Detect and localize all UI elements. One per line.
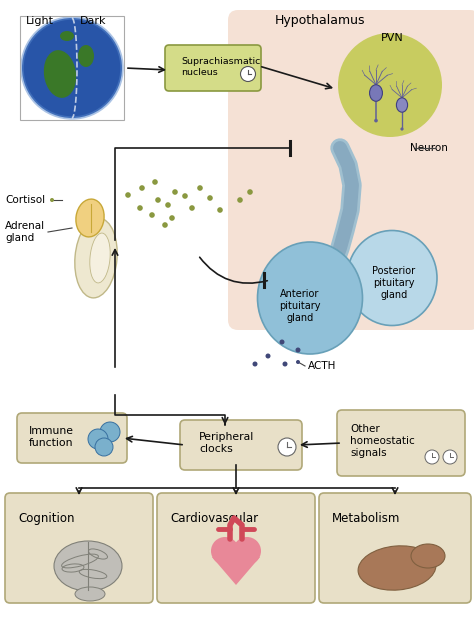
FancyBboxPatch shape <box>337 410 465 476</box>
Circle shape <box>100 422 120 442</box>
FancyBboxPatch shape <box>319 493 471 603</box>
Text: Anterior
pituitary
gland: Anterior pituitary gland <box>279 290 321 322</box>
Circle shape <box>50 198 54 202</box>
Text: Neuron: Neuron <box>410 143 448 153</box>
Text: Dark: Dark <box>80 16 107 26</box>
Ellipse shape <box>411 544 445 568</box>
Circle shape <box>443 450 457 464</box>
FancyBboxPatch shape <box>228 10 474 330</box>
Circle shape <box>125 192 131 198</box>
Circle shape <box>139 185 145 191</box>
Text: Other
homeostatic
signals: Other homeostatic signals <box>350 425 415 458</box>
Ellipse shape <box>75 218 117 298</box>
Circle shape <box>155 197 161 203</box>
Circle shape <box>247 189 253 195</box>
Text: Adrenal
gland: Adrenal gland <box>5 221 45 243</box>
FancyBboxPatch shape <box>165 45 261 91</box>
Ellipse shape <box>75 587 105 601</box>
Circle shape <box>169 215 175 221</box>
Circle shape <box>137 205 143 211</box>
Circle shape <box>401 127 403 131</box>
FancyBboxPatch shape <box>5 493 153 603</box>
Ellipse shape <box>54 541 122 591</box>
Circle shape <box>152 179 158 185</box>
Circle shape <box>283 361 288 366</box>
Polygon shape <box>212 557 260 585</box>
Text: Immune
function: Immune function <box>29 426 74 448</box>
Text: ACTH: ACTH <box>308 361 337 371</box>
Text: Suprachiasmatic
nucleus: Suprachiasmatic nucleus <box>181 57 260 77</box>
Ellipse shape <box>396 98 408 112</box>
Text: Metabolism: Metabolism <box>332 512 401 525</box>
Ellipse shape <box>44 50 76 98</box>
Ellipse shape <box>347 231 437 326</box>
Circle shape <box>165 202 171 208</box>
Circle shape <box>88 429 108 449</box>
Circle shape <box>278 438 296 456</box>
Circle shape <box>425 450 439 464</box>
Circle shape <box>95 438 113 456</box>
Circle shape <box>149 212 155 218</box>
Text: Cortisol: Cortisol <box>5 195 45 205</box>
Circle shape <box>172 189 178 195</box>
Ellipse shape <box>60 31 74 41</box>
Circle shape <box>253 361 257 366</box>
Circle shape <box>182 193 188 199</box>
Ellipse shape <box>76 199 104 237</box>
Circle shape <box>237 197 243 203</box>
Circle shape <box>217 207 223 213</box>
Ellipse shape <box>90 233 110 283</box>
FancyBboxPatch shape <box>180 420 302 470</box>
Text: Cognition: Cognition <box>18 512 74 525</box>
Text: Light: Light <box>26 16 54 26</box>
Text: Peripheral
clocks: Peripheral clocks <box>199 432 254 454</box>
Circle shape <box>295 347 301 353</box>
FancyBboxPatch shape <box>17 413 127 463</box>
Ellipse shape <box>257 242 363 354</box>
Circle shape <box>189 205 195 211</box>
Text: Hypothalamus: Hypothalamus <box>275 14 365 27</box>
Circle shape <box>280 340 284 345</box>
Ellipse shape <box>370 85 383 101</box>
Circle shape <box>22 18 122 118</box>
Circle shape <box>374 119 378 122</box>
Text: Cardiovascular: Cardiovascular <box>170 512 258 525</box>
Circle shape <box>233 537 261 565</box>
Circle shape <box>240 66 255 81</box>
Text: PVN: PVN <box>381 33 403 43</box>
Circle shape <box>197 185 203 191</box>
Circle shape <box>338 33 442 137</box>
Ellipse shape <box>78 45 94 67</box>
FancyArrowPatch shape <box>200 257 267 283</box>
Ellipse shape <box>358 546 436 590</box>
Circle shape <box>207 195 213 201</box>
FancyBboxPatch shape <box>157 493 315 603</box>
Circle shape <box>296 360 300 364</box>
Circle shape <box>265 353 271 358</box>
Text: Posterior
pituitary
gland: Posterior pituitary gland <box>373 267 416 299</box>
Circle shape <box>211 537 239 565</box>
Circle shape <box>162 222 168 228</box>
